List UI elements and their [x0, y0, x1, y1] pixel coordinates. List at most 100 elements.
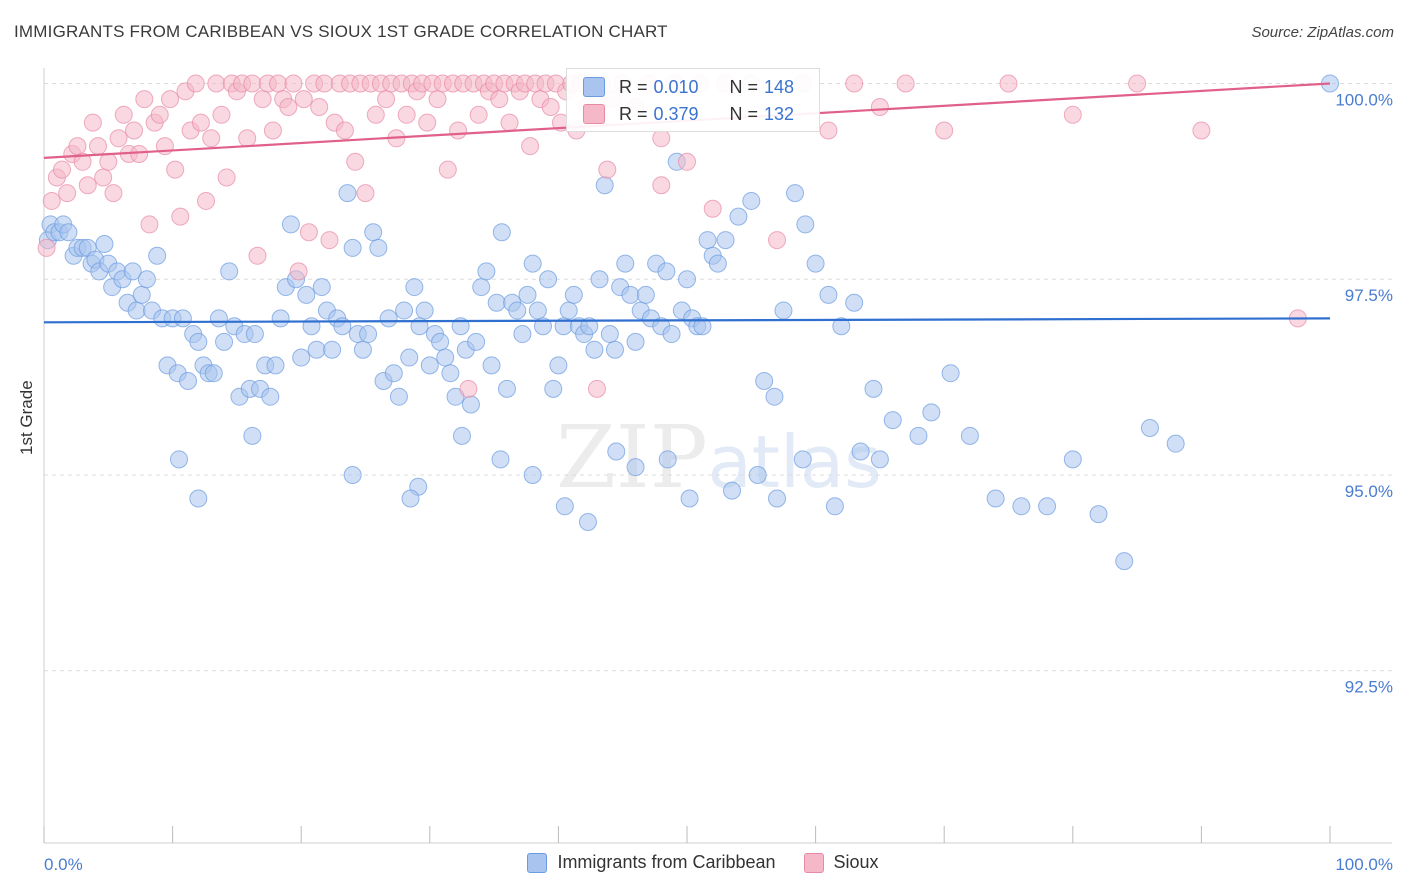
caribbean-point: [491, 450, 510, 469]
caribbean-point: [870, 450, 889, 469]
sioux-point: [104, 184, 123, 203]
caribbean-point: [1063, 450, 1082, 469]
caribbean-point: [1166, 434, 1185, 453]
sioux-point: [197, 191, 216, 210]
sioux-point: [678, 152, 696, 171]
caribbean-point: [389, 387, 408, 406]
caribbean-point: [95, 235, 114, 254]
caribbean-point: [564, 285, 583, 304]
sioux-point: [587, 379, 606, 398]
caribbean-point: [559, 301, 578, 320]
sioux-point: [469, 105, 488, 124]
sioux-point: [161, 90, 180, 109]
sioux-point: [294, 90, 313, 109]
caribbean-point: [359, 325, 378, 344]
caribbean-point: [405, 278, 424, 297]
caribbean-point: [845, 293, 864, 312]
caribbean-point: [369, 238, 388, 257]
y-tick-label: 95.0%: [1345, 482, 1393, 501]
caribbean-point: [261, 387, 280, 406]
sioux-point: [652, 129, 671, 148]
caribbean-point: [379, 309, 398, 328]
caribbean-point: [605, 340, 624, 359]
sioux-point: [68, 137, 87, 156]
stats-swatch-sioux: [583, 104, 605, 124]
sioux-point: [58, 184, 77, 203]
stats-r-label: R =: [619, 76, 648, 97]
caribbean-point: [292, 348, 311, 367]
caribbean-point: [189, 332, 208, 351]
legend: Immigrants from Caribbean Sioux: [0, 852, 1406, 873]
sioux-point: [269, 74, 288, 93]
sioux-point: [171, 207, 190, 226]
caribbean-point: [806, 254, 825, 273]
caribbean-point: [508, 301, 527, 320]
sioux-point: [598, 160, 617, 179]
sioux-point: [1128, 74, 1147, 93]
stats-n-value: 132: [764, 103, 795, 124]
caribbean-point: [585, 340, 604, 359]
caribbean-point: [616, 254, 635, 273]
caribbean-point: [266, 356, 285, 375]
sioux-point: [253, 90, 272, 109]
sioux-point: [1063, 105, 1082, 124]
legend-item-sioux[interactable]: Sioux: [803, 852, 879, 873]
caribbean-point: [742, 191, 761, 210]
caribbean-point: [353, 340, 372, 359]
caribbean-point: [281, 215, 300, 234]
caribbean-point: [774, 301, 793, 320]
y-tick-label: 92.5%: [1345, 678, 1393, 697]
caribbean-point: [864, 379, 883, 398]
sioux-point: [935, 121, 954, 140]
caribbean-point: [578, 512, 597, 531]
caribbean-point: [243, 426, 262, 445]
stats-r-label: R =: [619, 103, 648, 124]
sioux-point: [703, 199, 722, 218]
sioux-point: [541, 97, 560, 116]
y-tick-label: 97.5%: [1345, 286, 1393, 305]
caribbean-point: [343, 465, 362, 484]
caribbean-point: [307, 340, 326, 359]
sioux-point: [212, 105, 231, 124]
caribbean-point: [477, 262, 496, 281]
sioux-point: [125, 121, 144, 140]
caribbean-point: [189, 489, 208, 508]
sioux-point: [78, 176, 97, 195]
caribbean-trend-line: [43, 317, 1331, 324]
caribbean-point: [343, 238, 362, 257]
sioux-point: [320, 231, 339, 250]
caribbean-point: [539, 270, 558, 289]
caribbean-point: [302, 317, 321, 336]
sioux-point: [652, 176, 671, 195]
watermark: ZIPatlas: [556, 408, 882, 508]
caribbean-point: [513, 325, 532, 344]
sioux-point: [500, 113, 519, 132]
caribbean-point: [1140, 419, 1159, 438]
caribbean-point: [825, 497, 844, 516]
sioux-point: [42, 191, 61, 210]
caribbean-point: [312, 278, 331, 297]
caribbean-point: [680, 489, 699, 508]
caribbean-point: [657, 262, 676, 281]
source-label: Source: ZipAtlas.com: [1251, 24, 1394, 41]
caribbean-point: [384, 364, 403, 383]
sioux-point: [243, 74, 262, 93]
stats-n-value: 148: [764, 76, 795, 97]
sioux-point: [130, 144, 149, 163]
legend-label-caribbean: Immigrants from Caribbean: [557, 852, 776, 872]
sioux-point: [191, 113, 210, 132]
caribbean-point: [487, 293, 506, 312]
caribbean-point: [209, 309, 228, 328]
stats-row-sioux: R = 0.379 N = 132: [583, 102, 794, 126]
caribbean-point: [832, 317, 851, 336]
legend-item-caribbean[interactable]: Immigrants from Caribbean: [527, 852, 776, 873]
sioux-point: [315, 74, 334, 93]
caribbean-point: [533, 317, 552, 336]
caribbean-point: [400, 348, 419, 367]
caribbean-point: [883, 411, 902, 430]
caribbean-point: [768, 489, 787, 508]
sioux-point: [89, 137, 108, 156]
caribbean-point: [658, 450, 677, 469]
caribbean-point: [986, 489, 1005, 508]
